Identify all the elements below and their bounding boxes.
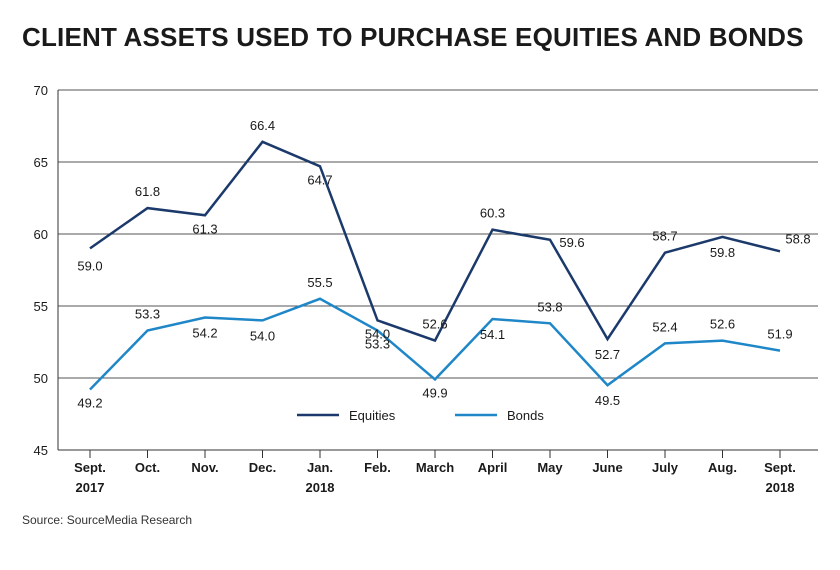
bonds-data-label: 54.2 <box>192 326 217 341</box>
y-tick-label: 55 <box>34 299 48 314</box>
equities-data-label: 59.6 <box>559 235 584 250</box>
x-tick-label: May <box>537 460 563 475</box>
equities-legend-label: Equities <box>349 408 396 423</box>
y-tick-label: 45 <box>34 443 48 458</box>
bonds-legend-label: Bonds <box>507 408 544 423</box>
bonds-data-label: 53.3 <box>135 306 160 321</box>
x-tick-label: March <box>416 460 454 475</box>
x-tick-label: Aug. <box>708 460 737 475</box>
equities-data-label: 58.8 <box>785 231 810 246</box>
bonds-data-label: 55.5 <box>307 275 332 290</box>
bonds-data-label: 54.1 <box>480 327 505 342</box>
bonds-data-label: 49.2 <box>77 396 102 411</box>
x-tick-label: June <box>592 460 622 475</box>
bonds-data-label: 49.5 <box>595 393 620 408</box>
equities-data-label: 54.0 <box>365 326 390 341</box>
equities-data-label: 58.7 <box>652 229 677 244</box>
x-tick-label: Nov. <box>191 460 218 475</box>
x-tick-label: Dec. <box>249 460 276 475</box>
x-tick-label: Sept. <box>764 460 796 475</box>
x-tick-label: Sept. <box>74 460 106 475</box>
equities-data-label: 66.4 <box>250 118 275 133</box>
bonds-data-label: 52.4 <box>652 319 677 334</box>
source-note: Source: SourceMedia Research <box>22 513 193 527</box>
chart-title: CLIENT ASSETS USED TO PURCHASE EQUITIES … <box>22 22 804 52</box>
bonds-data-label: 49.9 <box>422 385 447 400</box>
y-tick-label: 70 <box>34 83 48 98</box>
equities-line <box>89 140 781 343</box>
equities-data-label: 52.7 <box>595 347 620 362</box>
x-tick-label: 2018 <box>306 480 335 495</box>
x-tick-label: July <box>652 460 679 475</box>
bonds-data-label: 54.0 <box>250 328 275 343</box>
y-tick-label: 50 <box>34 371 48 386</box>
bonds-data-label: 53.8 <box>537 299 562 314</box>
y-tick-label: 65 <box>34 155 48 170</box>
x-tick-label: 2017 <box>76 480 105 495</box>
bonds-line <box>89 297 781 391</box>
equities-data-label: 61.3 <box>192 221 217 236</box>
bonds-data-label: 52.6 <box>710 317 735 332</box>
equities-data-label: 59.8 <box>710 245 735 260</box>
equities-data-label: 61.8 <box>135 184 160 199</box>
equities-data-label: 60.3 <box>480 206 505 221</box>
x-tick-label: 2018 <box>766 480 795 495</box>
equities-data-label: 64.7 <box>307 172 332 187</box>
y-tick-label: 60 <box>34 227 48 242</box>
x-tick-label: April <box>478 460 508 475</box>
bonds-data-label: 51.9 <box>767 327 792 342</box>
equities-data-label: 59.0 <box>77 258 102 273</box>
x-tick-label: Oct. <box>135 460 160 475</box>
bonds-data-label: 53.3 <box>365 336 390 351</box>
equities-data-label: 52.6 <box>422 317 447 332</box>
x-tick-label: Feb. <box>364 460 391 475</box>
x-tick-label: Jan. <box>307 460 333 475</box>
